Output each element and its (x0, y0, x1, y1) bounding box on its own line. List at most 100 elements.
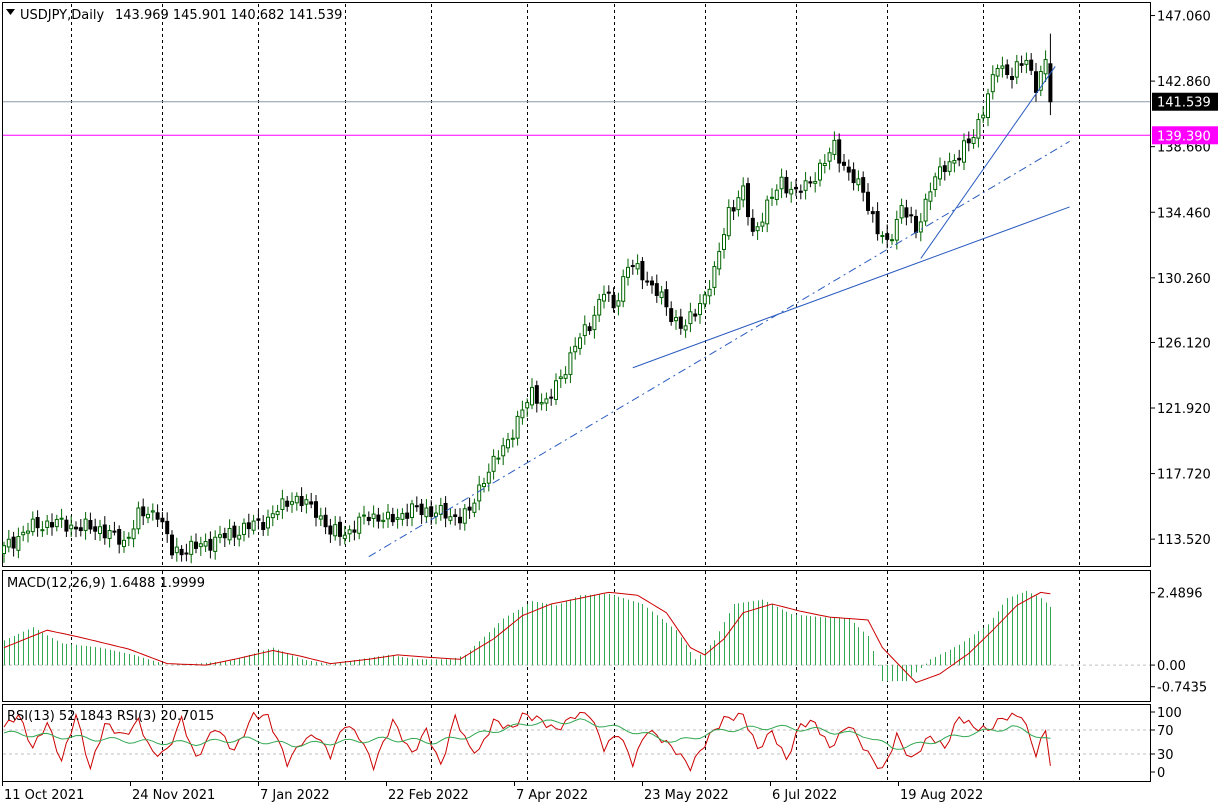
candle-body (314, 501, 318, 518)
candle-body (520, 409, 525, 419)
candle-body (813, 180, 818, 184)
candle-body (395, 517, 400, 520)
macd-tick-label: 2.4896 (1157, 587, 1203, 602)
candle-body (563, 374, 568, 379)
candle-body (83, 518, 88, 531)
candle-body (957, 157, 962, 161)
candle-body (525, 402, 530, 409)
candle-body (654, 283, 659, 296)
candle-body (342, 534, 347, 540)
candle-body (890, 239, 894, 242)
price-tick-label: 147.060 (1157, 10, 1211, 25)
price-tick-label: 126.120 (1157, 336, 1211, 351)
candle-body (477, 484, 482, 502)
rsi-panel-frame (2, 704, 1151, 782)
candle-body (64, 519, 69, 532)
candle-body (1038, 71, 1043, 91)
candle-body (150, 510, 155, 513)
candle-body (698, 303, 702, 316)
candle-body (242, 522, 246, 535)
candle-body (117, 528, 122, 545)
candle-body (371, 513, 376, 520)
candle-body (290, 501, 294, 505)
candle-body (189, 540, 194, 555)
macd-tick-label: -0.7435 (1157, 681, 1207, 696)
candle-body (146, 513, 150, 519)
candle-body (635, 263, 640, 270)
candle-body (530, 386, 534, 406)
candle-body (256, 518, 261, 521)
candle-body (45, 520, 50, 528)
candle-body (803, 180, 808, 191)
candle-body (1019, 63, 1024, 66)
candle-body (309, 501, 314, 505)
candle-body (995, 68, 1000, 77)
price-tick-label: 130.260 (1157, 272, 1211, 287)
candle-body (472, 502, 477, 513)
candle-body (880, 235, 885, 238)
date-axis: 11 Oct 2021 24 Nov 2021 7 Jan 2022 22 Feb 2… (2, 782, 983, 803)
candle-body (467, 506, 472, 511)
candle-body (549, 396, 554, 399)
date-tick-label: 7 Apr 2022 (516, 788, 588, 803)
candle-body (683, 325, 688, 331)
candle-body (962, 140, 966, 163)
candle-body (866, 191, 870, 211)
candle-body (894, 218, 899, 241)
candle-body (645, 280, 650, 283)
rsi-tick-label: 100 (1157, 706, 1182, 721)
candle-body (938, 166, 942, 180)
candle-body (491, 455, 496, 472)
candle-body (1000, 65, 1005, 69)
candle-body (736, 197, 741, 211)
candle-body (59, 517, 64, 520)
candle-body (386, 511, 390, 520)
candle-body (808, 181, 813, 184)
candle-body (602, 293, 606, 302)
candle-body (534, 385, 539, 404)
candle-body (429, 506, 434, 517)
candle-body (482, 483, 486, 488)
price-tick-label: 121.920 (1157, 402, 1211, 417)
price-tick-label: 117.720 (1157, 468, 1211, 483)
candle-body (136, 507, 141, 530)
alert-level-box (1152, 126, 1218, 145)
candle-body (621, 276, 626, 302)
trendline (368, 140, 1070, 558)
macd-tick-label: 0.00 (1157, 659, 1186, 674)
price-tick-label: 134.460 (1157, 206, 1211, 221)
candle-body (1024, 59, 1029, 65)
trendline (920, 66, 1056, 259)
candle-body (630, 265, 635, 268)
symbol-dropdown-icon[interactable] (6, 9, 15, 15)
candle-body (419, 503, 424, 516)
candle-body (174, 546, 179, 554)
candle-body (26, 530, 30, 534)
date-tick-label: 11 Oct 2021 (4, 788, 84, 803)
candle-body (971, 137, 976, 144)
candle-body (304, 499, 309, 505)
candle-body (597, 299, 602, 316)
candle-body (784, 176, 789, 194)
candle-body (69, 524, 74, 530)
candle-body (78, 527, 83, 532)
candle-body (405, 512, 410, 519)
candle-body (981, 114, 986, 119)
candle-body (914, 215, 918, 233)
candle-body (237, 534, 242, 540)
candle-body (554, 380, 558, 401)
candle-body (1010, 75, 1014, 80)
candle-body (794, 186, 798, 190)
candle-body (6, 538, 11, 548)
candle-body (573, 345, 578, 353)
candle-body (208, 538, 213, 551)
candle-body (659, 291, 664, 299)
price-levels (3, 101, 1150, 136)
candle-body (544, 398, 549, 404)
candle-body (669, 308, 674, 323)
symbol-title: USDJPY,Daily (20, 8, 104, 23)
candle-body (338, 521, 342, 537)
date-tick-label: 22 Feb 2022 (388, 788, 469, 803)
candle-body (870, 211, 875, 215)
candle-body (750, 217, 755, 232)
